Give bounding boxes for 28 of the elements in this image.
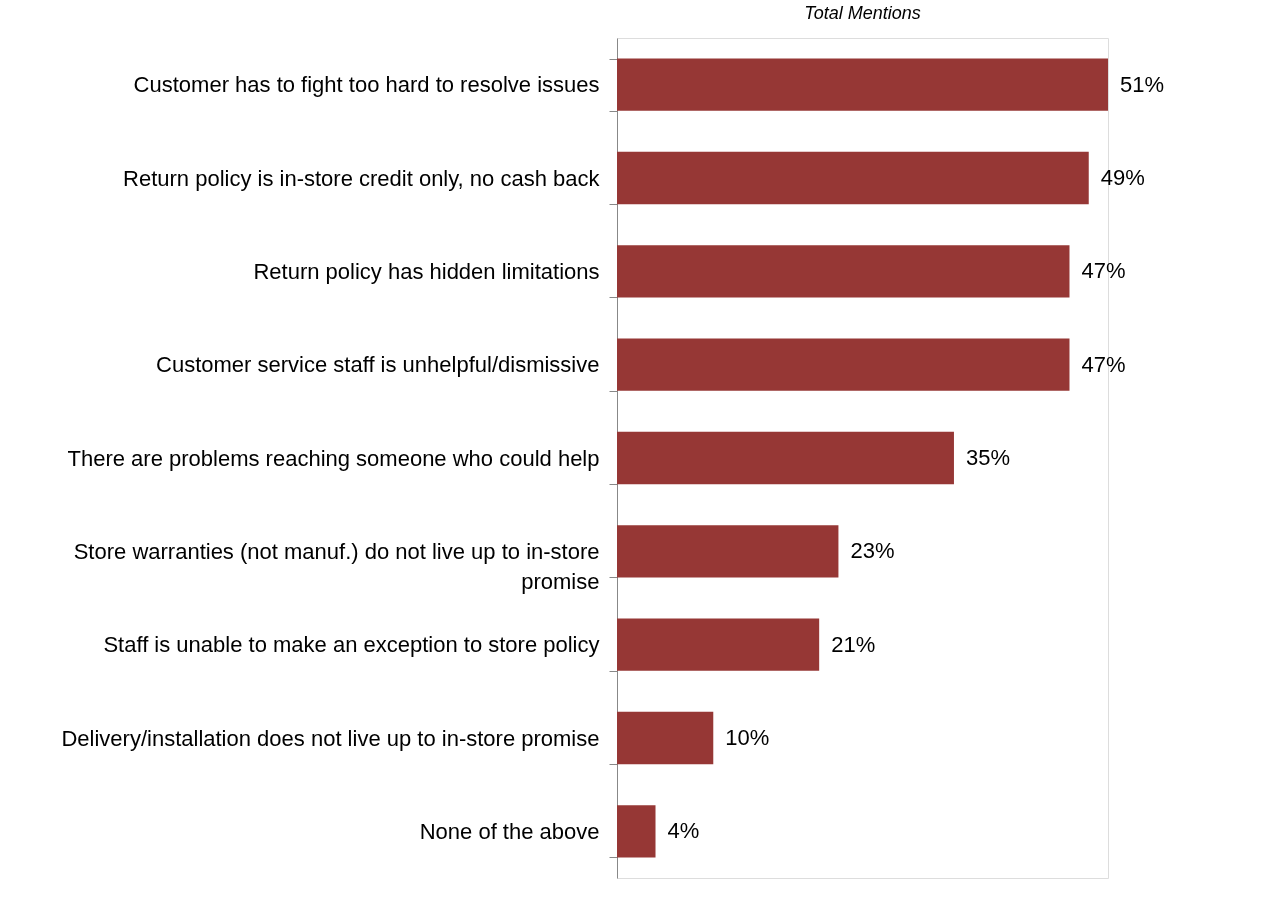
y-tick-label: Delivery/installation does not live up to in-store promise [61, 725, 600, 751]
y-tick-label: Return policy is in-store credit only, no cash back [123, 165, 601, 191]
bar [617, 245, 1070, 298]
chart-title: Total Mentions [804, 3, 921, 23]
y-tick-label: Customer service staff is unhelpful/dismissive [156, 352, 600, 378]
bar [617, 805, 656, 858]
y-tick-label: There are problems reaching someone who could help [67, 445, 600, 471]
data-label: 10% [725, 725, 770, 750]
bar [617, 711, 714, 765]
bar [617, 618, 820, 671]
data-label: 49% [1100, 165, 1145, 190]
y-tick-label: Customer has to fight too hard to resolve issues [133, 72, 600, 98]
data-label: 4% [667, 818, 700, 844]
data-label: 23% [850, 538, 895, 564]
bar [617, 151, 1089, 205]
bar [617, 338, 1070, 391]
bar [617, 525, 839, 578]
bar [617, 58, 1108, 111]
data-label: 21% [831, 631, 876, 657]
data-label: 35% [965, 445, 1011, 470]
data-label: 47% [1081, 351, 1126, 377]
y-tick-label: None of the above [419, 818, 600, 844]
y-tick-label: Staff is unable to make an exception to store policy [103, 632, 600, 658]
y-tick-label: Store warranties (not manuf.) do not live up to in-store promise [73, 538, 600, 594]
data-label: 47% [1081, 258, 1126, 284]
y-tick-label: Return policy has hidden limitations [253, 258, 600, 284]
bar [617, 431, 954, 485]
data-label: 51% [1120, 71, 1165, 97]
